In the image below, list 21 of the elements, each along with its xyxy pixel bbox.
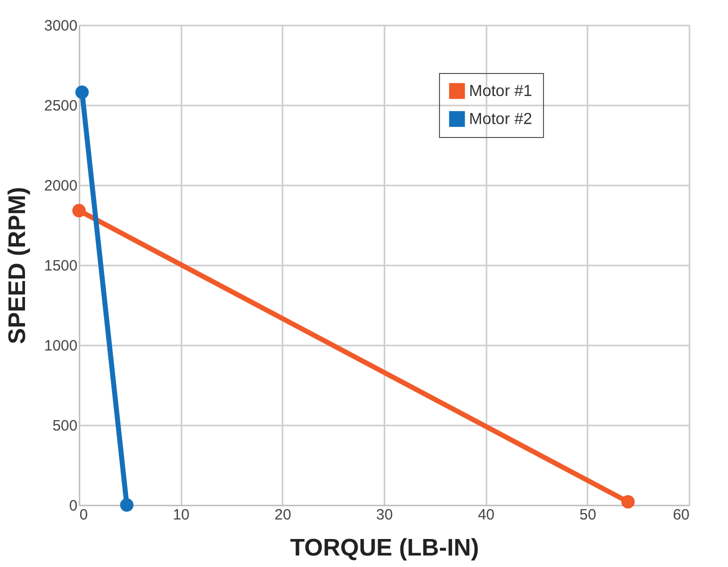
y-tick-label: 3000 bbox=[44, 18, 78, 34]
y-tick-label: 1500 bbox=[44, 258, 78, 274]
x-tick-label: 40 bbox=[478, 506, 495, 524]
x-axis-title: TORQUE (LB-IN) bbox=[290, 534, 479, 562]
point bbox=[75, 86, 89, 99]
x-tick-label: 10 bbox=[172, 506, 190, 524]
y-tick-label: 500 bbox=[52, 418, 78, 434]
x-tick-label: 0 bbox=[80, 506, 88, 524]
point bbox=[72, 204, 86, 218]
x-tick-label: 60 bbox=[672, 506, 690, 524]
y-axis-title: SPEED (RPM) bbox=[4, 186, 32, 344]
point bbox=[621, 495, 635, 508]
y-tick-label: 2500 bbox=[44, 98, 78, 114]
y-tick-label: 1000 bbox=[44, 338, 78, 354]
x-tick-label: 50 bbox=[579, 506, 596, 524]
legend-label: Motor #2 bbox=[469, 111, 532, 128]
y-tick-label: 2000 bbox=[44, 178, 78, 194]
x-tick-label: 30 bbox=[376, 506, 393, 524]
x-tick-label: 20 bbox=[274, 506, 292, 524]
legend-label: Motor #1 bbox=[469, 83, 532, 100]
point bbox=[120, 498, 134, 512]
